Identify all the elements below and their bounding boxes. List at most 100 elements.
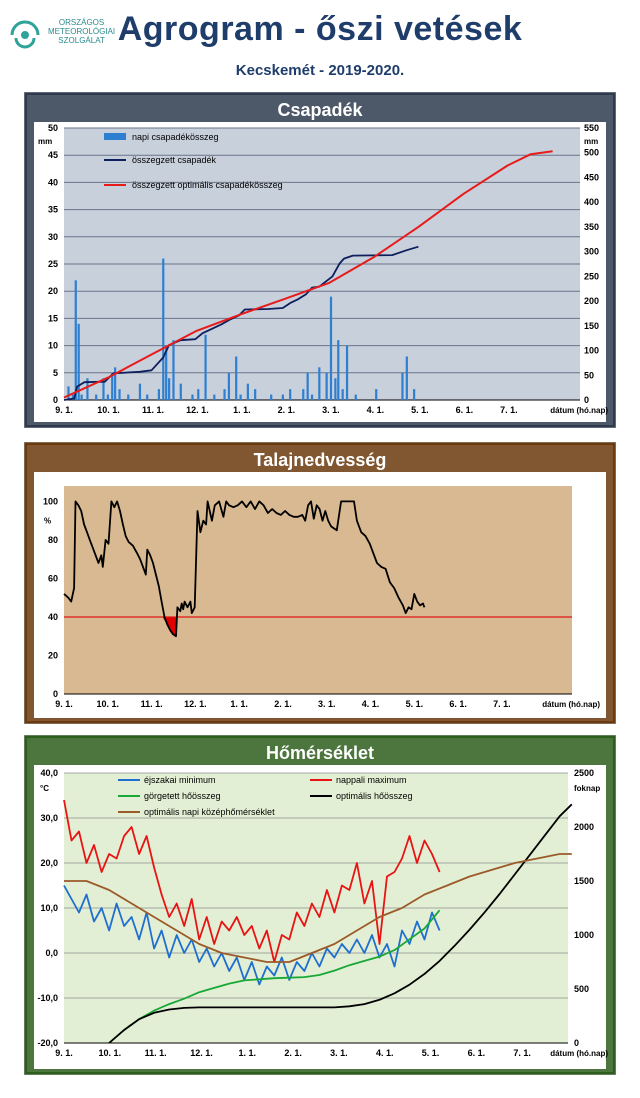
precip-bar: [334, 378, 337, 400]
x-tick-label: 2. 1.: [274, 699, 292, 709]
y-right-tick-label: 500: [584, 148, 599, 158]
chart-title: Csapadék: [277, 100, 363, 120]
logo-line-1: ORSZÁGOS: [58, 18, 105, 27]
precip-bar: [127, 394, 130, 400]
y-left-unit: °C: [40, 784, 49, 793]
logo-icon: [10, 20, 40, 49]
series-line: [63, 885, 441, 986]
y-right-tick-label: 1500: [574, 876, 594, 886]
y-left-tick-label: 0: [53, 395, 58, 405]
precip-bar: [74, 280, 77, 400]
precip-bar: [270, 394, 273, 400]
y-left-tick-label: 35: [48, 205, 58, 215]
y-tick-label: 40: [48, 612, 58, 622]
x-tick-label: 5. 1.: [411, 405, 429, 415]
precip-bar: [341, 389, 344, 400]
x-tick-label: 10. 1.: [97, 405, 120, 415]
precip-bar: [67, 386, 70, 400]
logo-text: ORSZÁGOS METEOROLÓGIAI SZOLGÁLAT: [48, 18, 115, 45]
y-right-unit: foknap: [574, 784, 600, 793]
precip-bar: [71, 394, 74, 400]
y-left-tick-label: 40,0: [40, 768, 58, 778]
precip-bar: [246, 383, 249, 400]
chart-title: Talajnedvesség: [254, 450, 387, 470]
precip-bar: [138, 383, 142, 400]
x-tick-label: 6. 1.: [449, 699, 467, 709]
y-left-tick-label: 15: [48, 313, 58, 323]
x-tick-label: 7. 1.: [500, 405, 518, 415]
y-right-tick-label: 500: [574, 984, 589, 994]
x-tick-label: 11. 1.: [145, 1048, 167, 1058]
precip-bar: [111, 372, 114, 400]
precip-bar: [318, 367, 321, 400]
x-axis-unit: dátum (hó.nap): [550, 406, 608, 415]
legend-label: nappali maximum: [336, 775, 407, 785]
precip-bar: [254, 389, 257, 400]
x-tick-label: 6. 1.: [468, 1048, 486, 1058]
x-tick-label: 7. 1.: [493, 699, 511, 709]
legend-label: görgetett hőösszeg: [144, 791, 221, 801]
precip-bar: [413, 389, 416, 400]
y-right-tick-label: 0: [584, 395, 589, 405]
legend-label: éjszakai minimum: [144, 775, 216, 785]
x-tick-label: 11. 1.: [142, 405, 164, 415]
y-right-tick-label: 450: [584, 172, 599, 182]
temperature-panel: Hőmérséklet -20,0 -10,0 0,0 10,0 20,0 30,0 40,0…: [23, 734, 617, 1076]
precip-bar: [235, 356, 238, 400]
y-tick-label: 20: [48, 650, 58, 660]
y-tick-label: 0: [53, 689, 58, 699]
precip-bar: [345, 345, 349, 400]
y-left-tick-label: 30,0: [40, 813, 58, 823]
x-tick-label: 3. 1.: [318, 699, 336, 709]
y-right-tick-label: 200: [584, 296, 599, 306]
precip-bar: [95, 394, 98, 400]
x-tick-label: 1. 1.: [230, 699, 248, 709]
y-left-tick-label: 20: [48, 286, 58, 296]
precip-bar: [302, 389, 305, 400]
y-right-tick-label: 100: [584, 346, 599, 356]
logo-line-2: METEOROLÓGIAI: [48, 27, 116, 36]
logo-line-3: SZOLGÁLAT: [58, 36, 105, 45]
logo: ORSZÁGOS METEOROLÓGIAI SZOLGÁLAT: [8, 14, 118, 58]
x-tick-label: 5. 1.: [422, 1048, 440, 1058]
y-right-tick-label: 300: [584, 247, 599, 257]
y-right-tick-label: 1000: [574, 930, 594, 940]
y-right-tick-label: 50: [584, 370, 594, 380]
y-left-tick-label: -10,0: [37, 993, 58, 1003]
precip-bar: [114, 367, 117, 400]
y-left-tick-label: 10,0: [40, 903, 58, 913]
y-left-tick-label: 5: [53, 368, 58, 378]
precip-bar: [165, 345, 168, 400]
x-axis-unit: dátum (hó.nap): [550, 1049, 608, 1058]
x-axis-unit: dátum (hó.nap): [542, 700, 600, 709]
y-right-tick-label: 250: [584, 271, 599, 281]
precip-bar: [146, 394, 149, 400]
y-right-tick-label: 2500: [574, 768, 594, 778]
x-tick-label: 4. 1.: [367, 405, 385, 415]
y-right-tick-label: 0: [574, 1038, 579, 1048]
x-tick-label: 5. 1.: [406, 699, 424, 709]
y-right-tick-label: 350: [584, 222, 599, 232]
y-left-tick-label: 25: [48, 259, 58, 269]
series-line: [108, 803, 573, 1044]
y-tick-label: 60: [48, 573, 58, 583]
chart-svg: Talajnedvesség 0 20 40 60 80 100% 9. 1. 10. 1. 11…: [23, 441, 617, 725]
x-tick-label: 7. 1.: [513, 1048, 531, 1058]
x-tick-label: 1. 1.: [239, 1048, 257, 1058]
chart-title: Hőmérséklet: [266, 743, 374, 763]
x-tick-label: 1. 1.: [233, 405, 251, 415]
x-tick-label: 9. 1.: [55, 405, 73, 415]
chart-svg: Csapadék05101520253035404550050100150200…: [23, 91, 617, 429]
y-left-tick-label: 30: [48, 232, 58, 242]
x-tick-label: 10. 1.: [99, 1048, 122, 1058]
x-tick-label: 4. 1.: [376, 1048, 394, 1058]
x-tick-label: 9. 1.: [55, 1048, 73, 1058]
precip-bar: [281, 394, 284, 400]
x-tick-label: 2. 1.: [284, 1048, 302, 1058]
legend-label: összegzett optimális csapadékösszeg: [132, 180, 283, 190]
soil-moisture-line: [63, 500, 426, 638]
precip-bar: [354, 394, 357, 400]
y-right-tick-label: 150: [584, 321, 599, 331]
y-left-tick-label: 0,0: [45, 948, 58, 958]
legend-swatch-bar: [104, 133, 126, 140]
